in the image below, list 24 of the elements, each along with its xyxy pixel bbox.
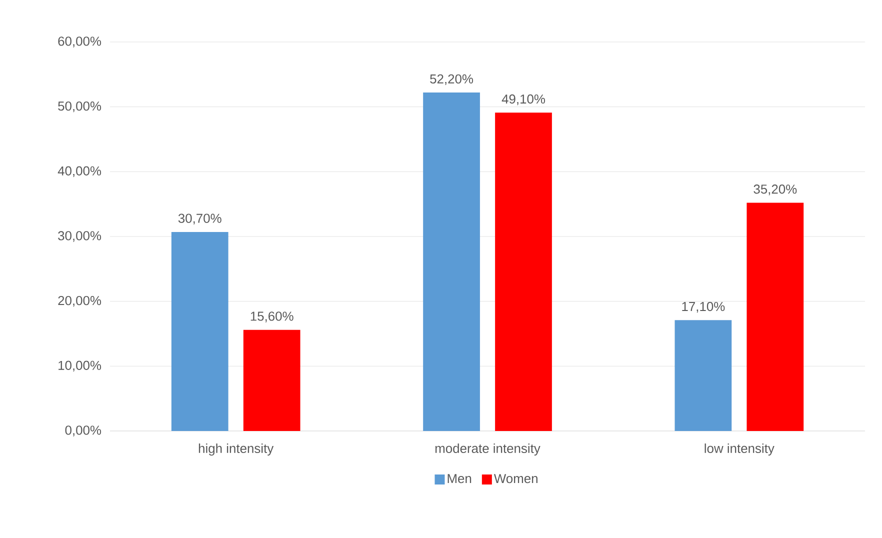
- y-tick-label: 30,00%: [58, 231, 102, 242]
- data-label: 30,70%: [178, 214, 222, 224]
- y-tick-label: 50,00%: [58, 101, 102, 112]
- bar: [243, 330, 300, 431]
- x-tick-label: low intensity: [704, 443, 774, 456]
- data-label: 49,10%: [502, 94, 545, 106]
- bar: [495, 112, 552, 431]
- legend-label: Women: [494, 474, 538, 484]
- y-tick-label: 20,00%: [58, 296, 102, 307]
- x-tick-label: high intensity: [198, 443, 274, 456]
- y-tick-label: 0,00%: [65, 426, 102, 436]
- data-label: 17,10%: [682, 302, 725, 313]
- x-tick-label: moderate intensity: [435, 443, 540, 456]
- data-label: 35,20%: [754, 184, 797, 196]
- legend-label: Men: [448, 474, 472, 484]
- bar: [746, 202, 804, 431]
- bar: [674, 320, 732, 431]
- y-tick-label: 40,00%: [58, 166, 102, 178]
- data-label: 52,20%: [430, 74, 474, 86]
- bar: [171, 232, 228, 431]
- y-tick-label: 10,00%: [58, 360, 102, 372]
- y-tick-label: 60,00%: [58, 36, 102, 48]
- data-label: 15,60%: [250, 312, 294, 322]
- bar: [423, 92, 480, 431]
